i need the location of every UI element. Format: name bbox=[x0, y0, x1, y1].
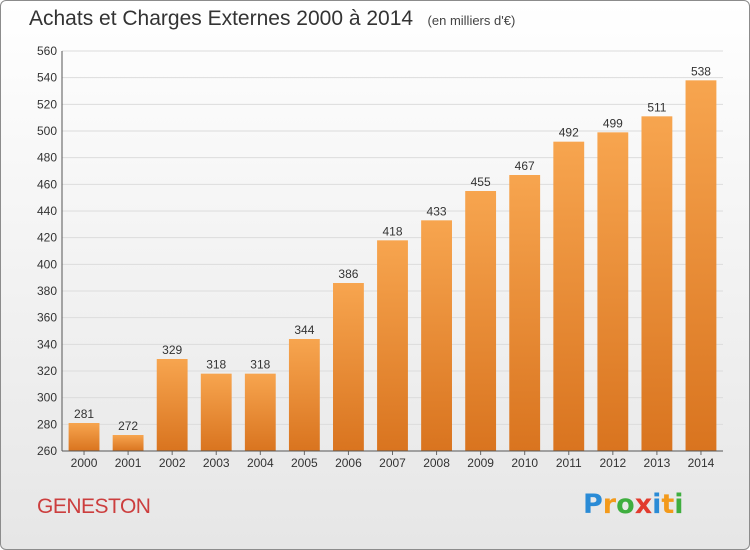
x-tick-label: 2013 bbox=[644, 456, 671, 470]
bar-2010 bbox=[509, 175, 541, 451]
data-label: 272 bbox=[118, 419, 138, 433]
x-tick-label: 2006 bbox=[335, 456, 362, 470]
y-tick-label: 400 bbox=[37, 257, 57, 271]
x-tick-label: 2000 bbox=[71, 456, 98, 470]
y-tick-label: 320 bbox=[37, 364, 57, 378]
data-label: 538 bbox=[691, 64, 711, 78]
x-tick-label: 2014 bbox=[688, 456, 715, 470]
x-tick-label: 2004 bbox=[247, 456, 274, 470]
bar-2007 bbox=[377, 240, 408, 451]
x-tick-label: 2001 bbox=[115, 456, 142, 470]
x-tick-label: 2002 bbox=[159, 456, 186, 470]
y-tick-label: 340 bbox=[37, 337, 57, 351]
bar-2005 bbox=[288, 339, 320, 451]
x-tick-label: 2008 bbox=[423, 456, 450, 470]
y-tick-label: 500 bbox=[37, 124, 57, 138]
data-label: 511 bbox=[647, 100, 666, 114]
x-tick-label: 2005 bbox=[291, 456, 318, 470]
y-tick-label: 420 bbox=[37, 231, 57, 245]
bar-2002 bbox=[156, 359, 188, 451]
y-tick-label: 480 bbox=[37, 151, 57, 165]
x-tick-label: 2010 bbox=[511, 456, 538, 470]
x-tick-label: 2007 bbox=[379, 456, 406, 470]
bar-2014 bbox=[685, 80, 717, 451]
x-axis-ticks: 2000 2001 2002 2003 2004 2005 2006 2007 2008 2009… bbox=[71, 451, 715, 470]
bar-2006 bbox=[333, 283, 364, 451]
bar-2013 bbox=[641, 116, 673, 451]
data-label: 433 bbox=[427, 204, 447, 218]
proxiti-logo: Proxiti bbox=[583, 489, 684, 520]
bar-2008 bbox=[421, 220, 452, 451]
data-label: 418 bbox=[382, 224, 402, 238]
data-label: 467 bbox=[515, 159, 535, 173]
data-label: 455 bbox=[471, 175, 491, 189]
data-label: 329 bbox=[162, 343, 182, 357]
x-tick-label: 2009 bbox=[467, 456, 494, 470]
y-tick-label: 260 bbox=[37, 444, 57, 458]
data-label: 492 bbox=[559, 126, 579, 140]
data-label: 318 bbox=[206, 358, 226, 372]
y-tick-label: 540 bbox=[37, 71, 57, 85]
y-tick-label: 440 bbox=[37, 204, 57, 218]
title-row: Achats et Charges Externes 2000 à 2014 (… bbox=[29, 7, 515, 31]
y-tick-label: 560 bbox=[37, 44, 57, 58]
axes bbox=[61, 51, 723, 452]
bar-2001 bbox=[112, 435, 144, 451]
y-tick-label: 520 bbox=[37, 97, 57, 111]
bar-2011 bbox=[553, 141, 585, 451]
data-label: 344 bbox=[294, 323, 314, 337]
bar-2009 bbox=[465, 191, 497, 451]
y-axis-ticks: 260 280 300 320 340 360 380 400 420 440 460 480 500 5… bbox=[37, 44, 57, 458]
data-label: 318 bbox=[250, 358, 270, 372]
chart-subtitle: (en milliers d'€) bbox=[427, 13, 516, 28]
data-label: 386 bbox=[338, 267, 358, 281]
data-labels: 281 272 329 318 318 344 386 418 433 455 467 492 499 5… bbox=[74, 64, 711, 433]
y-tick-label: 460 bbox=[37, 177, 57, 191]
bar-2012 bbox=[597, 132, 629, 452]
y-tick-label: 300 bbox=[37, 391, 57, 405]
bar-2003 bbox=[200, 373, 232, 451]
bars bbox=[68, 80, 717, 452]
bar-2000 bbox=[68, 423, 100, 451]
x-tick-label: 2011 bbox=[556, 456, 582, 470]
y-tick-label: 360 bbox=[37, 311, 57, 325]
data-label: 499 bbox=[603, 116, 623, 130]
x-tick-label: 2012 bbox=[599, 456, 626, 470]
y-tick-label: 280 bbox=[37, 417, 57, 431]
bar-2004 bbox=[244, 373, 276, 451]
data-label: 281 bbox=[74, 407, 94, 421]
place-name: GENESTON bbox=[37, 495, 151, 518]
y-tick-label: 380 bbox=[37, 284, 57, 298]
x-tick-label: 2003 bbox=[203, 456, 230, 470]
chart-title: Achats et Charges Externes 2000 à 2014 bbox=[29, 7, 414, 30]
